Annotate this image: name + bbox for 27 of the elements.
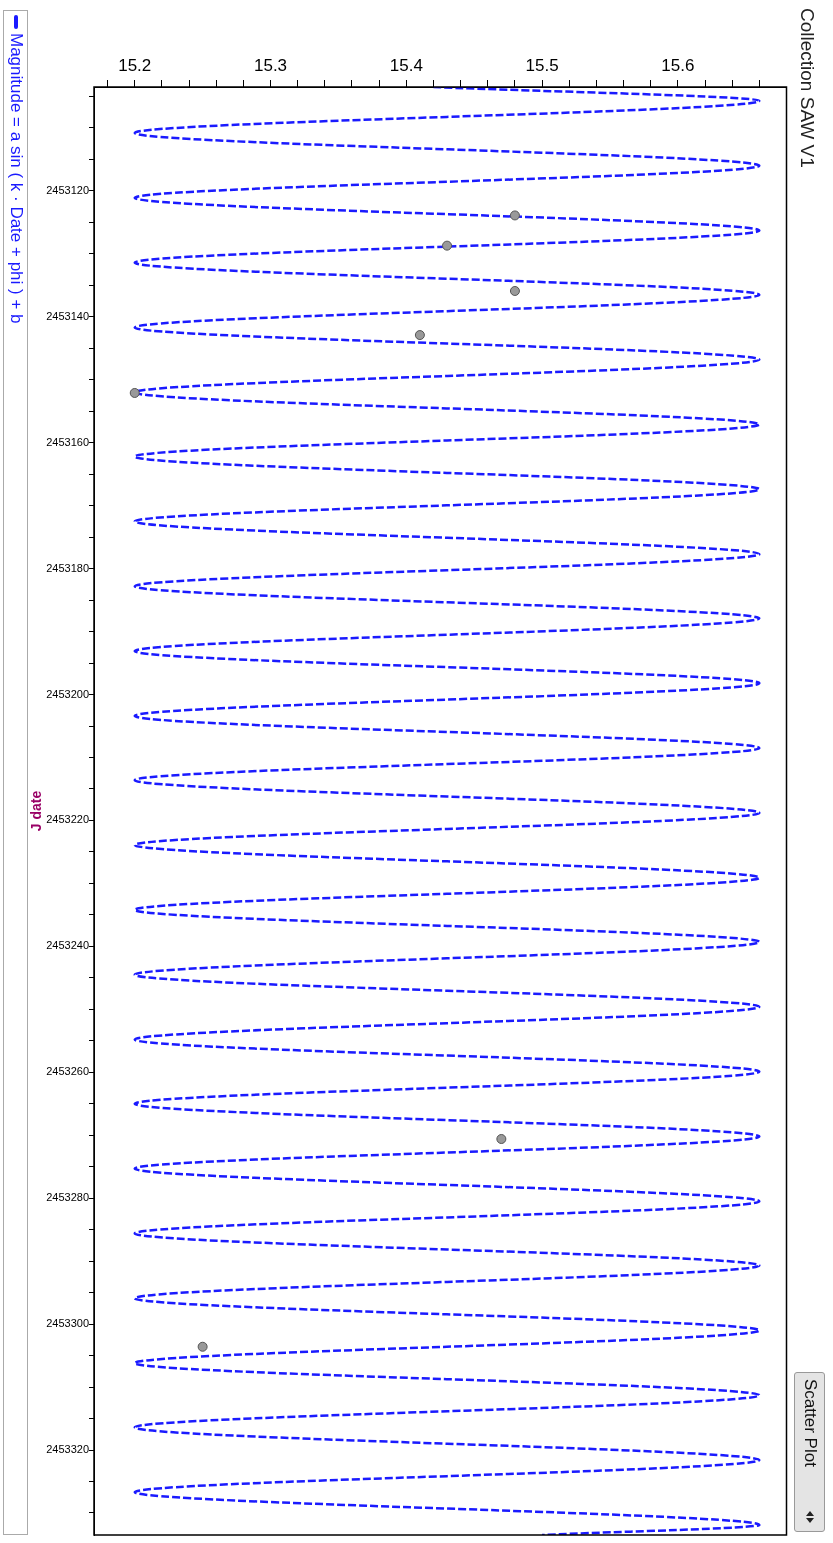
point bbox=[129, 387, 140, 398]
y-tick-label: 2453260 bbox=[46, 1065, 89, 1078]
x-tick-label: 15.4 bbox=[389, 56, 423, 76]
y-tick-label: 2453220 bbox=[46, 813, 89, 826]
x-tick-label: 15.5 bbox=[525, 56, 559, 76]
point bbox=[509, 285, 520, 296]
point bbox=[197, 1341, 208, 1352]
legend-label: Magnitude = a sin ( k · Date + phi ) + b bbox=[5, 33, 26, 324]
y-tick-label: 2453240 bbox=[46, 939, 89, 952]
x-tick-label: 15.2 bbox=[118, 56, 152, 76]
point bbox=[496, 1134, 507, 1144]
y-tick-label: 2453120 bbox=[46, 183, 89, 196]
y-tick-label: 2453280 bbox=[46, 1191, 89, 1204]
point bbox=[509, 210, 520, 221]
y-axis-title: J date bbox=[28, 790, 45, 832]
point bbox=[414, 330, 425, 341]
y-tick-label: 2453160 bbox=[46, 435, 89, 448]
y-tick-label: 2453300 bbox=[46, 1317, 89, 1330]
y-tick-label: 2453320 bbox=[46, 1443, 89, 1456]
y-tick-label: 2453180 bbox=[46, 561, 89, 574]
chart-title: Collection SAW V1 bbox=[796, 8, 818, 168]
y-tick-label: 2453200 bbox=[46, 687, 89, 700]
x-tick-label: 15.6 bbox=[661, 56, 695, 76]
dropdown-field: Scatter Plot bbox=[794, 1372, 825, 1532]
y-tick-label: 2453140 bbox=[46, 309, 89, 322]
point bbox=[442, 240, 453, 251]
x-tick-label: 15.3 bbox=[253, 56, 288, 76]
